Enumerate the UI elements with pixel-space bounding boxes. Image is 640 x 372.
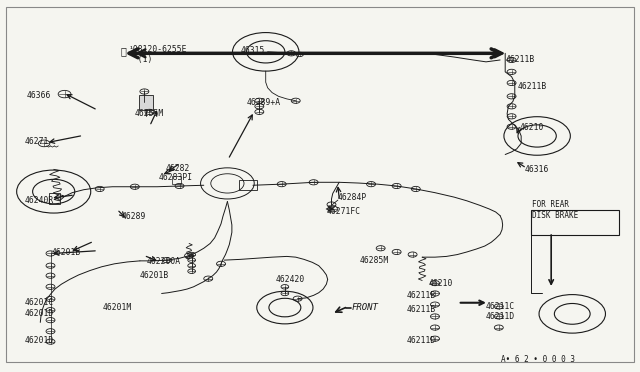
Text: 46289+A: 46289+A xyxy=(246,98,281,107)
Text: A• 6 2 • 0 0 0 3: A• 6 2 • 0 0 0 3 xyxy=(502,355,575,364)
Text: Ⓑ: Ⓑ xyxy=(120,46,126,56)
Text: 462420: 462420 xyxy=(275,275,305,284)
Bar xyxy=(172,176,181,184)
Bar xyxy=(49,193,60,204)
Text: 46271: 46271 xyxy=(25,137,49,146)
Text: 46366: 46366 xyxy=(26,91,51,100)
Text: 46271FC: 46271FC xyxy=(326,208,360,217)
Text: 46201B: 46201B xyxy=(52,248,81,257)
Text: 46210: 46210 xyxy=(429,279,453,288)
Text: 46211B: 46211B xyxy=(505,55,534,64)
Text: 46211B: 46211B xyxy=(518,82,547,91)
Text: 46211C: 46211C xyxy=(486,302,515,311)
Text: 46201C: 46201C xyxy=(25,298,54,307)
Text: 46211D: 46211D xyxy=(486,312,515,321)
Bar xyxy=(239,180,257,190)
Text: 46240R: 46240R xyxy=(25,196,54,205)
Text: FRONT: FRONT xyxy=(352,303,379,312)
Text: 46285M: 46285M xyxy=(360,256,389,265)
Text: 46282: 46282 xyxy=(166,164,190,173)
Text: 46284P: 46284P xyxy=(338,193,367,202)
Text: 46316: 46316 xyxy=(524,165,548,174)
Text: 462200A: 462200A xyxy=(147,257,180,266)
Text: 46201D: 46201D xyxy=(25,336,54,346)
Text: 46211B: 46211B xyxy=(407,305,436,314)
Text: 46283PI: 46283PI xyxy=(159,173,193,182)
Text: 46289: 46289 xyxy=(122,212,147,221)
Text: 46315: 46315 xyxy=(240,46,264,55)
Text: 46201D: 46201D xyxy=(25,310,54,318)
Bar xyxy=(531,210,619,235)
Text: FOR REAR
DISK BRAKE: FOR REAR DISK BRAKE xyxy=(532,201,579,220)
Text: 46201M: 46201M xyxy=(103,303,132,312)
Text: 46211B: 46211B xyxy=(407,291,436,300)
Text: 46255M: 46255M xyxy=(135,109,164,118)
Text: 46210: 46210 xyxy=(519,123,543,132)
Bar xyxy=(139,95,153,110)
Text: ¹08120-6255E
  (1): ¹08120-6255E (1) xyxy=(129,45,187,64)
Text: 46201B: 46201B xyxy=(140,271,169,280)
Text: 46211D: 46211D xyxy=(407,336,436,346)
